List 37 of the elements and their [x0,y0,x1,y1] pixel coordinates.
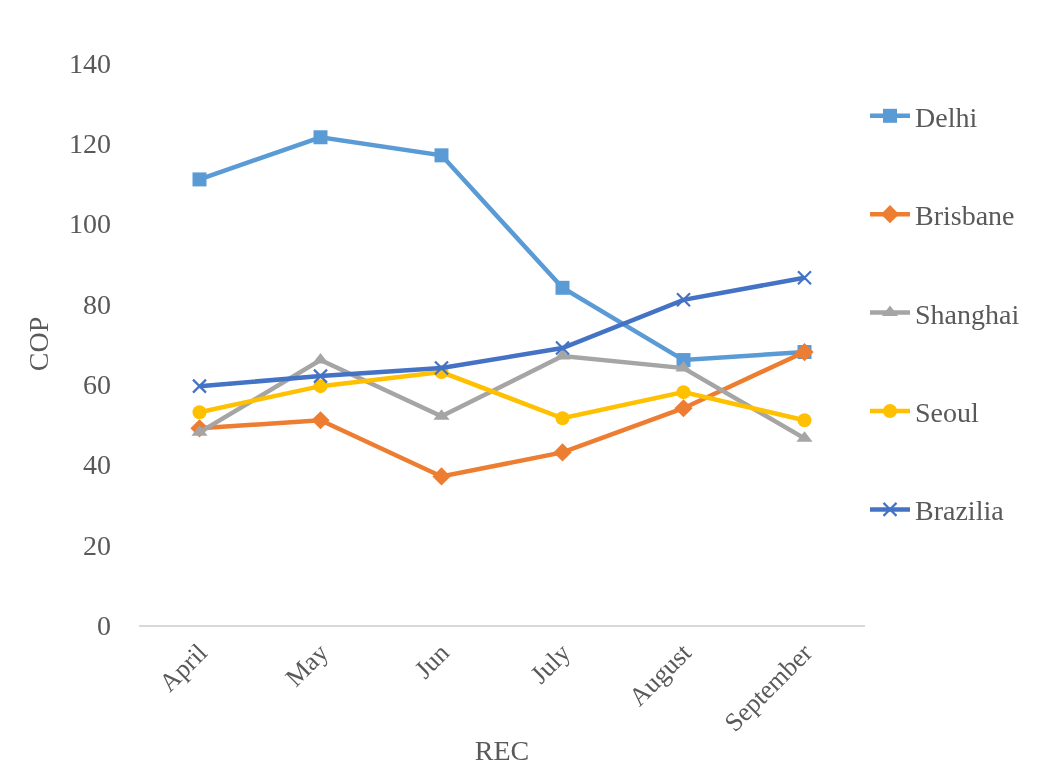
point [554,340,571,356]
point [311,411,330,430]
y-tick-label: 100 [69,208,111,240]
point [674,399,693,418]
y-axis-title: COP [22,316,54,372]
point [553,443,572,462]
point [555,411,570,426]
point [434,148,449,163]
y-tick-label: 60 [83,368,111,400]
point [797,413,812,428]
legend-label: Brazilia [915,495,1005,527]
y-tick-label: 40 [83,449,111,481]
point [192,172,207,187]
x-tick-label: Jun [408,638,455,685]
point [191,378,208,394]
x-tick-label: July [524,638,576,690]
y-tick-label: 120 [69,128,111,160]
point [676,385,691,400]
y-tick-label: 20 [83,529,111,561]
point [192,405,207,420]
y-tick-label: 80 [83,288,111,320]
point [796,270,813,286]
x-axis-title: REC [474,734,530,766]
point [432,467,451,486]
point [313,130,328,145]
legend-label: Brisbane [915,200,1015,232]
legend-label: Seoul [915,396,979,428]
legend-label: Delhi [915,101,978,133]
point [312,368,329,384]
point [555,280,570,295]
y-tick-label: 0 [97,609,111,641]
x-tick-label: May [279,638,334,693]
point [433,360,450,376]
y-tick-label: 140 [69,47,111,79]
point [675,292,692,308]
legend-label: Shanghai [915,298,1020,330]
point [313,379,328,394]
